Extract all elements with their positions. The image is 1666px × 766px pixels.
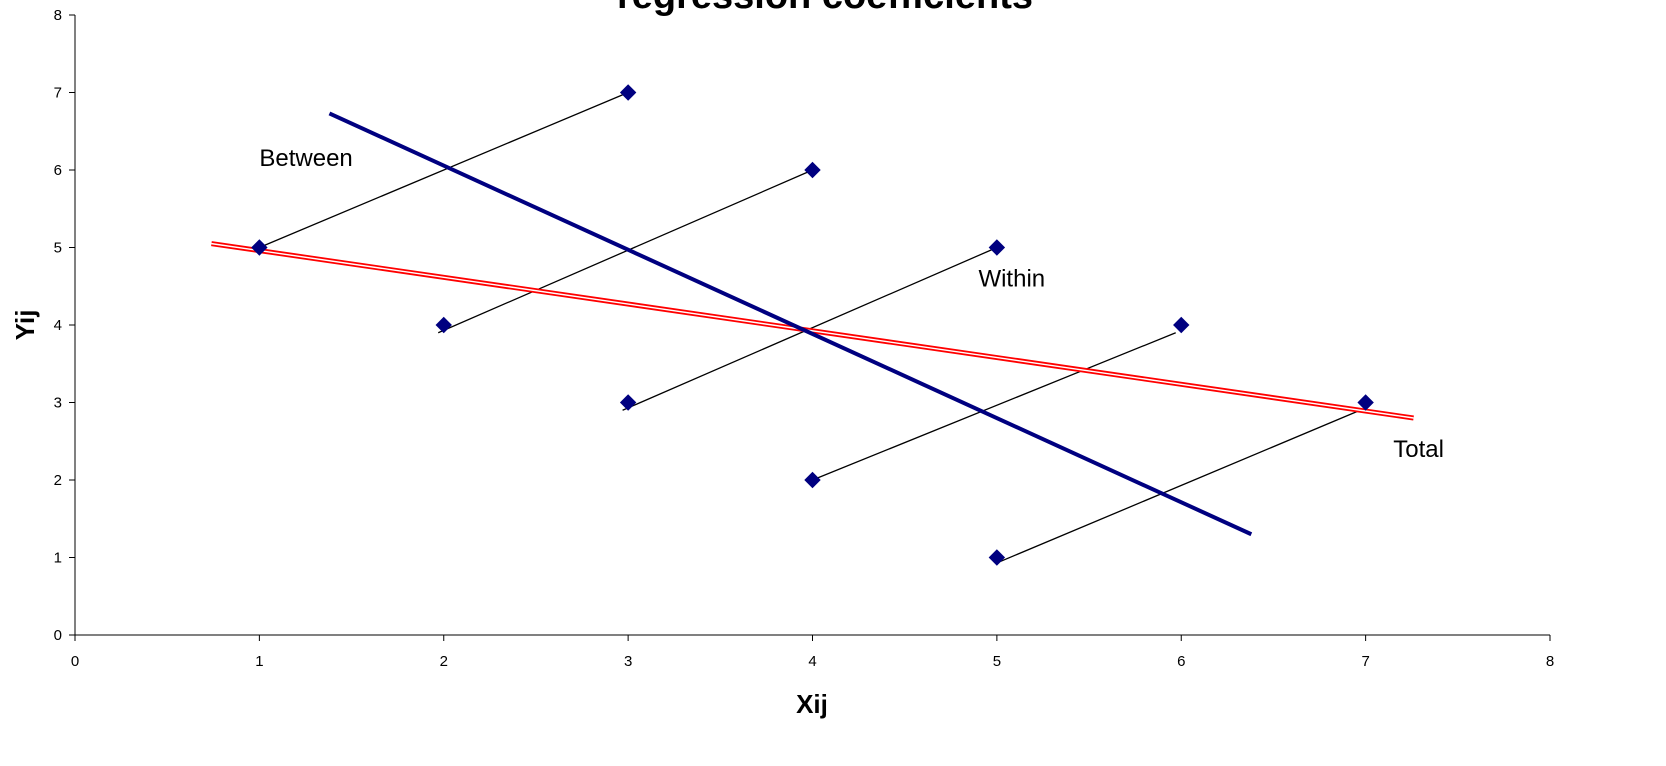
- x-tick-label-6: 6: [1177, 653, 1185, 670]
- total-line-inner: [211, 242, 1414, 419]
- between-regression-line: [328, 111, 1253, 537]
- chart-title: regression coefficients: [617, 0, 1033, 17]
- annotation-between: Between: [259, 145, 352, 172]
- data-point-8: [1173, 316, 1190, 334]
- y-tick-label-7: 7: [54, 85, 62, 102]
- annotations: Between Within Total: [259, 145, 1444, 463]
- y-tick-label-0: 0: [54, 627, 62, 644]
- data-point-2: [619, 84, 637, 101]
- annotation-within: Within: [978, 265, 1045, 292]
- annotation-total: Total: [1393, 436, 1444, 463]
- total-regression-line: [211, 241, 1414, 421]
- within-line-1: [259, 91, 629, 249]
- x-tick-label-8: 8: [1546, 653, 1554, 670]
- within-line-4: [812, 332, 1176, 481]
- data-point-4: [804, 161, 821, 179]
- data-point-6: [988, 239, 1006, 256]
- x-axis-ticks: 0 1 2 3 4 5 6 7 8: [71, 635, 1554, 670]
- data-point-9: [988, 549, 1006, 566]
- data-point-5: [619, 394, 637, 411]
- x-tick-label-0: 0: [71, 653, 79, 670]
- y-tick-label-3: 3: [54, 395, 62, 412]
- x-tick-label-2: 2: [440, 653, 448, 670]
- data-point-10: [1357, 394, 1374, 411]
- within-line-2: [437, 169, 813, 334]
- x-tick-label-4: 4: [808, 653, 816, 670]
- y-tick-label-6: 6: [54, 162, 62, 179]
- y-tick-label-1: 1: [54, 550, 62, 567]
- data-point-1: [251, 239, 268, 256]
- y-axis-ticks: 0 1 2 3 4 5 6 7 8: [54, 7, 75, 644]
- y-tick-label-5: 5: [54, 240, 62, 257]
- within-line-5: [996, 409, 1361, 564]
- plot-area: 0 1 2 3 4 5 6 7 8 0 1 2 3 4 5 6 7 8 Between Within Total: [54, 7, 1555, 670]
- data-point-3: [435, 316, 452, 334]
- between-line: [328, 111, 1253, 537]
- y-tick-label-8: 8: [54, 7, 62, 24]
- y-axis-title: Yij: [10, 310, 40, 341]
- within-lines: [259, 91, 1361, 564]
- y-tick-label-2: 2: [54, 472, 62, 489]
- x-tick-label-7: 7: [1361, 653, 1369, 670]
- data-points: [251, 84, 1374, 566]
- y-tick-label-4: 4: [54, 317, 62, 334]
- x-tick-label-3: 3: [624, 653, 632, 670]
- x-tick-label-1: 1: [255, 653, 263, 670]
- x-axis-title: Xij: [796, 689, 828, 719]
- data-point-7: [804, 471, 821, 489]
- x-tick-label-5: 5: [993, 653, 1001, 670]
